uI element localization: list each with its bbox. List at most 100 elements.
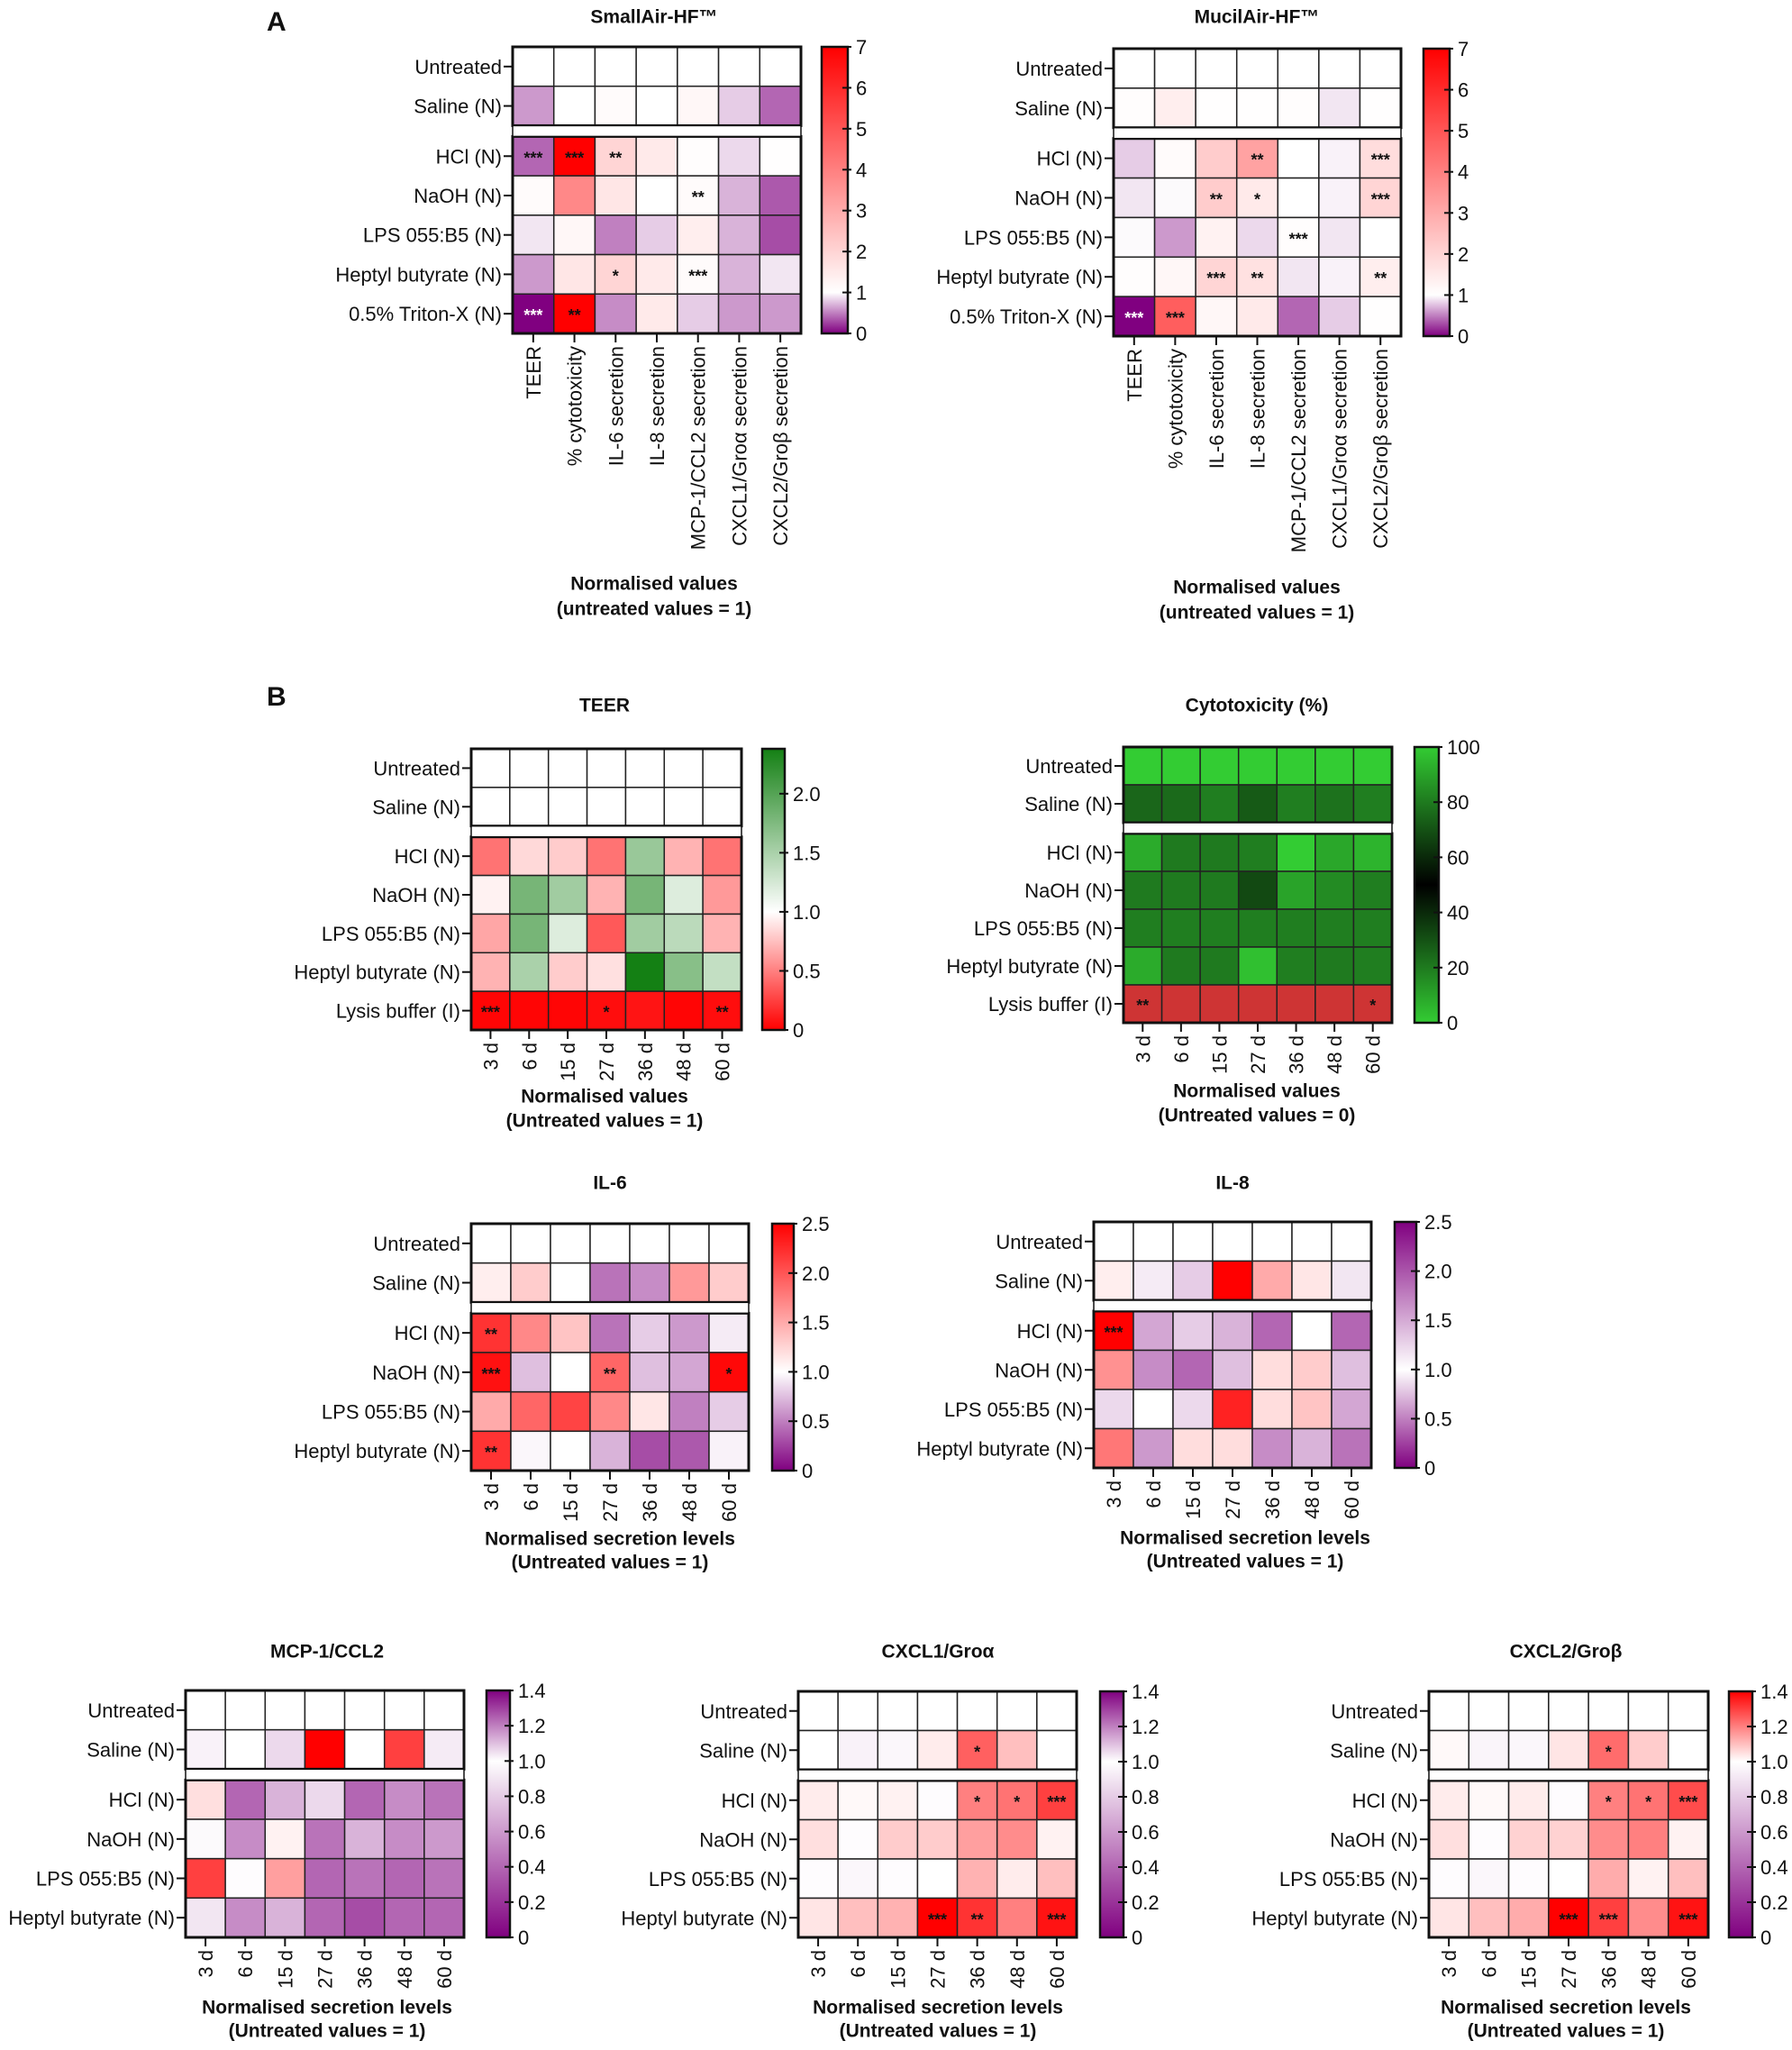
heatmap-cell — [1235, 216, 1279, 259]
row-label: LPS 055:B5 (N) — [36, 1868, 175, 1891]
colorbar-tick-label: 2 — [1458, 243, 1469, 266]
heatmap-cell — [343, 1857, 386, 1900]
significance-stars: *** — [1678, 1910, 1697, 1928]
colorbar-tick-label: 0 — [793, 1019, 804, 1042]
heatmap-cell — [547, 835, 588, 877]
heatmap-cell — [1314, 908, 1355, 948]
heatmap-cell — [877, 1690, 919, 1732]
row-label: Heptyl butyrate (N) — [1251, 1907, 1418, 1929]
significance-stars: * — [1606, 1793, 1612, 1811]
heatmap-cell — [1314, 833, 1355, 872]
heatmap-cell — [717, 135, 761, 177]
heatmap-cell — [1276, 833, 1316, 872]
heatmap-cell — [916, 1780, 959, 1821]
heatmap-cell — [1113, 296, 1156, 337]
significance-stars: ** — [716, 1004, 729, 1022]
row-label: Saline (N) — [414, 96, 502, 118]
heatmap-cell — [1359, 87, 1402, 129]
heatmap-cell — [1123, 870, 1163, 910]
heatmap-cell — [304, 1897, 346, 1938]
column-label: CXCL2/Groβ secretion — [1369, 349, 1392, 549]
column-label: 6 d — [518, 1043, 541, 1071]
heatmap-cell — [1212, 1349, 1253, 1390]
heatmap-cell — [1276, 984, 1316, 1024]
row-label: HCl (N) — [1047, 842, 1113, 864]
column-label: 3 d — [195, 1950, 217, 1978]
row-label: Untreated — [373, 757, 460, 779]
heatmap-cell — [624, 990, 666, 1031]
column-label: 15 d — [887, 1950, 909, 1989]
heatmap-cell — [1123, 833, 1163, 872]
heatmap-cell — [1314, 784, 1355, 824]
heatmap-cell — [509, 913, 550, 954]
column-label: 36 d — [354, 1950, 377, 1989]
colorbar-tick-label: 2.5 — [802, 1213, 830, 1235]
heatmap-cell — [552, 46, 596, 87]
column-label: 36 d — [634, 1043, 657, 1081]
heatmap-cell — [1276, 908, 1316, 948]
heatmap-cell — [1331, 1389, 1372, 1430]
colorbar-tick-label: 0 — [1447, 1012, 1458, 1034]
row-label: Untreated — [373, 1233, 460, 1255]
row-label: Saline (N) — [699, 1739, 787, 1762]
heatmap-mcp1: MCP-1/CCL2 Untreated Saline (N) HCl (N) NaOH… — [8, 1642, 545, 2042]
heatmap-cell — [1352, 746, 1393, 786]
heatmap-cell — [224, 1779, 267, 1820]
heatmap-cell — [877, 1729, 919, 1771]
colorbar-tick-label: 0 — [856, 323, 867, 345]
group-separator — [185, 1768, 465, 1781]
heatmap-cell — [837, 1858, 879, 1900]
significance-stars: *** — [1678, 1793, 1697, 1811]
row-label: HCl (N) — [436, 145, 502, 168]
heatmap-cell — [759, 175, 802, 216]
column-label: 6 d — [1478, 1950, 1500, 1978]
heatmap-cell — [586, 787, 627, 827]
row-label: Untreated — [1331, 1700, 1418, 1723]
heatmap-cell — [586, 748, 627, 788]
row-label: HCl (N) — [109, 1789, 175, 1811]
heatmap-cell — [1291, 1310, 1333, 1352]
column-label: 6 d — [847, 1950, 869, 1978]
chart-title: Cytotoxicity (%) — [1186, 696, 1329, 716]
heatmap-cell — [1428, 1780, 1470, 1821]
heatmap-cell — [550, 1262, 591, 1304]
heatmap-cell — [1291, 1427, 1333, 1469]
column-label: IL-6 secretion — [1205, 349, 1228, 469]
column-label: TEER — [1123, 349, 1146, 402]
row-label: Lysis buffer (I) — [988, 993, 1113, 1016]
heatmap-cell — [1331, 1310, 1372, 1352]
row-label: NaOH (N) — [372, 1362, 460, 1384]
heatmap-cell — [837, 1780, 879, 1821]
heatmap-cell — [1359, 296, 1402, 337]
heatmap-cell — [759, 253, 802, 296]
heatmap-cell — [1113, 216, 1156, 259]
colorbar-tick-label: 100 — [1447, 736, 1480, 759]
colorbar-tick-label: 0.2 — [518, 1891, 546, 1914]
heatmap-cell — [423, 1897, 465, 1938]
heatmap-cell — [1199, 946, 1240, 986]
colorbar-tick-label: 1.0 — [802, 1361, 830, 1383]
heatmap-cell — [470, 835, 511, 877]
heatmap-cell — [510, 1352, 551, 1393]
heatmap-cell — [589, 1430, 631, 1471]
column-label: 15 d — [274, 1950, 296, 1989]
heatmap-cell — [264, 1897, 306, 1938]
heatmap-cell — [304, 1779, 346, 1820]
heatmap-cell — [1468, 1729, 1510, 1771]
heatmap-cell — [1667, 1897, 1709, 1938]
heatmap-cell — [635, 85, 678, 127]
heatmap-cell — [1113, 87, 1156, 129]
heatmap-cell — [343, 1779, 386, 1820]
heatmap-cell — [624, 835, 666, 877]
row-label: NaOH (N) — [372, 884, 460, 907]
heatmap-cell — [304, 1818, 346, 1860]
heatmap-cell — [759, 293, 802, 334]
heatmap-cell — [512, 85, 555, 127]
row-label: Lysis buffer (I) — [336, 1000, 460, 1023]
colorbar-tick-label: 1.0 — [518, 1750, 546, 1772]
row-label: Heptyl butyrate (N) — [936, 266, 1103, 288]
column-label: 48 d — [1638, 1950, 1660, 1989]
colorbar — [820, 45, 850, 335]
heatmap-cell — [702, 913, 742, 954]
